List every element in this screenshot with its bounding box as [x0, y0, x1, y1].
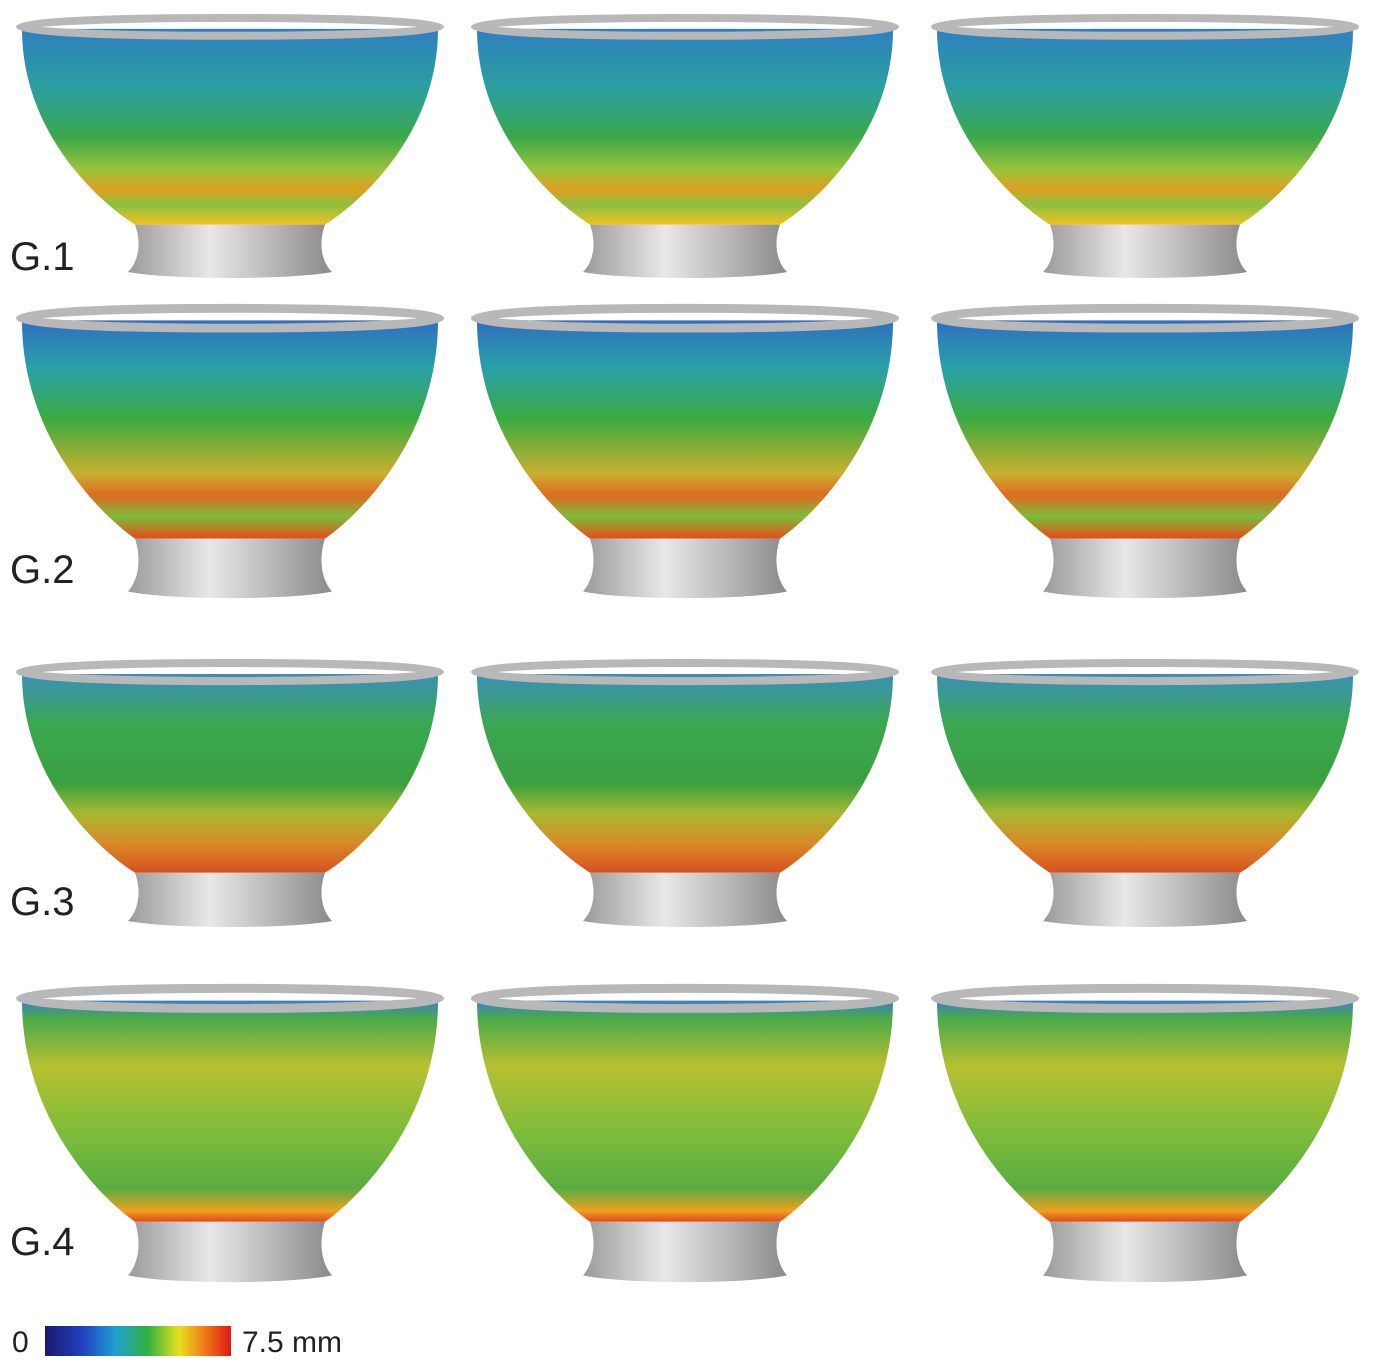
bowl-foot	[1043, 1222, 1247, 1282]
bowl-foot	[128, 873, 332, 927]
bowl	[20, 663, 440, 927]
bowl	[475, 308, 895, 598]
figure: 0 7.5 mm G.1 G.2 G.3 G.4	[0, 0, 1378, 1365]
bowl	[935, 988, 1355, 1282]
bowl-body	[937, 1001, 1353, 1222]
bowl-rim	[475, 988, 895, 1008]
bowl-body	[477, 29, 893, 225]
bowl	[475, 18, 895, 278]
bowl-body	[477, 1001, 893, 1222]
bowl-rim	[20, 988, 440, 1008]
bowl-body	[937, 674, 1353, 873]
bowl-rim	[475, 308, 895, 328]
bowl-foot	[1043, 873, 1247, 927]
bowl-body	[937, 29, 1353, 225]
bowl-foot	[128, 1222, 332, 1282]
bowl	[475, 988, 895, 1282]
row-label: G.4	[10, 1220, 74, 1264]
bowl	[935, 18, 1355, 278]
bowl-rim	[20, 18, 440, 36]
bowl	[475, 663, 895, 927]
bowl	[20, 308, 440, 598]
bowl-body	[22, 320, 438, 538]
bowl-body	[22, 1001, 438, 1222]
row-label: G.2	[10, 548, 74, 592]
bowl-rim	[475, 663, 895, 681]
colorbar	[45, 1326, 231, 1356]
row-label: G.3	[10, 880, 74, 924]
bowl	[935, 308, 1355, 598]
bowl-foot	[583, 873, 787, 927]
bowl	[20, 988, 440, 1282]
bowl-foot	[128, 225, 332, 278]
bowl-body	[22, 29, 438, 225]
bowl-foot	[1043, 539, 1247, 599]
bowl-rim	[20, 308, 440, 328]
bowl-rim	[475, 18, 895, 36]
bowl-body	[477, 320, 893, 538]
bowl-rim	[935, 18, 1355, 36]
bowl-body	[937, 320, 1353, 538]
bowl-rim	[935, 308, 1355, 328]
colorbar-min: 0	[12, 1326, 29, 1359]
bowl	[20, 18, 440, 278]
bowl-rim	[935, 988, 1355, 1008]
bowl-foot	[1043, 225, 1247, 278]
bowl-body	[477, 674, 893, 873]
row-label: G.1	[10, 235, 74, 279]
bowl-foot	[583, 225, 787, 278]
bowl-foot	[128, 539, 332, 599]
bowl	[935, 663, 1355, 927]
bowl-body	[22, 674, 438, 873]
colorbar-max: 7.5 mm	[242, 1326, 342, 1359]
bowl-rim	[20, 663, 440, 681]
bowl-foot	[583, 1222, 787, 1282]
bowl-foot	[583, 539, 787, 599]
bowl-rim	[935, 663, 1355, 681]
